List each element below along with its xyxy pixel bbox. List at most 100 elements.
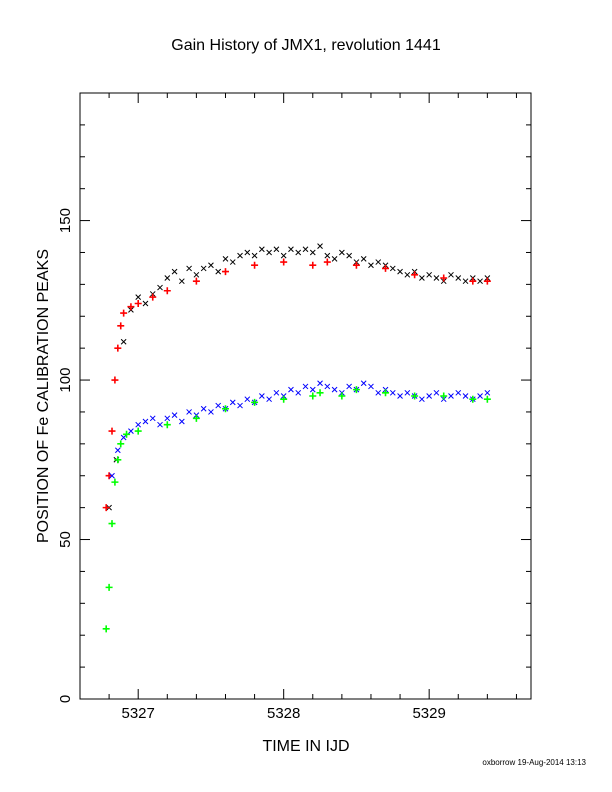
- data-point: [221, 268, 229, 276]
- data-point: [142, 418, 149, 425]
- data-point: [462, 393, 469, 399]
- data-point: [483, 277, 491, 285]
- data-point: [360, 380, 367, 387]
- y-tick-label: 50: [57, 531, 74, 548]
- data-point: [324, 383, 331, 390]
- data-point: [127, 303, 135, 311]
- data-point: [352, 386, 360, 394]
- data-point: [208, 262, 214, 269]
- data-point: [382, 264, 390, 272]
- data-point: [368, 383, 374, 390]
- data-point: [251, 398, 259, 406]
- y-tick-label: 100: [57, 368, 74, 393]
- data-point: [448, 393, 454, 399]
- data-point: [108, 520, 116, 528]
- data-point: [105, 583, 113, 591]
- data-point: [469, 277, 477, 285]
- data-point: [404, 271, 411, 278]
- data-point: [302, 246, 309, 253]
- data-point: [389, 389, 396, 396]
- data-point: [280, 395, 288, 403]
- data-point: [375, 259, 382, 265]
- data-point: [142, 300, 149, 307]
- data-point: [157, 421, 163, 428]
- data-point: [171, 268, 178, 275]
- data-point: [135, 294, 142, 300]
- data-point: [382, 389, 390, 397]
- data-point: [192, 277, 200, 285]
- data-point: [309, 392, 317, 400]
- series-2: [109, 380, 491, 479]
- data-point: [109, 472, 115, 479]
- data-point: [208, 409, 214, 415]
- data-point: [120, 338, 127, 345]
- data-point: [111, 478, 119, 486]
- data-point: [186, 265, 192, 272]
- data-point: [200, 405, 207, 412]
- data-point: [222, 255, 229, 262]
- data-point: [477, 393, 483, 399]
- data-point: [114, 447, 121, 454]
- data-point: [229, 259, 236, 265]
- data-point: [102, 504, 110, 512]
- data-point: [448, 271, 454, 278]
- data-point: [108, 427, 116, 435]
- data-point: [477, 278, 483, 285]
- data-point: [215, 402, 222, 409]
- data-point: [331, 255, 338, 262]
- x-tick-label: 5328: [267, 705, 300, 722]
- data-point: [302, 383, 309, 390]
- data-point: [316, 389, 324, 397]
- data-point: [295, 389, 302, 396]
- x-axis-label: TIME IN IJD: [262, 738, 350, 755]
- data-point: [462, 278, 469, 285]
- data-point: [309, 249, 316, 256]
- data-point: [134, 427, 142, 435]
- data-point: [221, 405, 229, 413]
- data-point: [215, 268, 222, 275]
- data-point: [244, 396, 251, 403]
- data-point: [273, 246, 280, 253]
- x-tick-label: 5327: [122, 705, 155, 722]
- data-point: [134, 300, 142, 308]
- data-point: [433, 275, 440, 281]
- data-point: [280, 258, 288, 266]
- data-point: [117, 440, 125, 448]
- data-point: [404, 389, 411, 396]
- chart-title: Gain History of JMX1, revolution 1441: [171, 37, 441, 54]
- data-point: [360, 255, 367, 262]
- y-tick-label: 0: [57, 695, 74, 703]
- data-point: [455, 275, 462, 281]
- data-point: [237, 402, 243, 409]
- data-point: [352, 261, 360, 269]
- data-point: [244, 249, 251, 256]
- data-point: [135, 421, 142, 428]
- data-point: [309, 261, 317, 269]
- data-point: [111, 376, 119, 384]
- y-axis-label: POSITION OF Fe CALIBRATION PEAKS: [35, 249, 52, 543]
- data-point: [266, 396, 272, 403]
- data-point: [288, 246, 294, 253]
- x-tick-label: 5329: [412, 705, 445, 722]
- data-point: [120, 309, 128, 317]
- data-point: [288, 386, 294, 393]
- data-point: [295, 249, 302, 256]
- series-0: [106, 243, 491, 511]
- data-point: [114, 456, 122, 464]
- data-point: [251, 252, 258, 259]
- data-point: [192, 414, 200, 422]
- data-point: [484, 389, 491, 396]
- data-point: [164, 415, 171, 422]
- data-point: [251, 261, 259, 269]
- data-point: [178, 278, 185, 285]
- data-point: [171, 412, 178, 418]
- data-point: [397, 393, 403, 399]
- data-point: [375, 389, 382, 396]
- data-point: [323, 258, 331, 266]
- series-1: [102, 258, 491, 512]
- data-point: [338, 392, 346, 400]
- footer-timestamp: oxborrow 19-Aug-2014 13:13: [482, 758, 586, 767]
- data-point: [128, 428, 134, 434]
- data-point: [331, 386, 338, 393]
